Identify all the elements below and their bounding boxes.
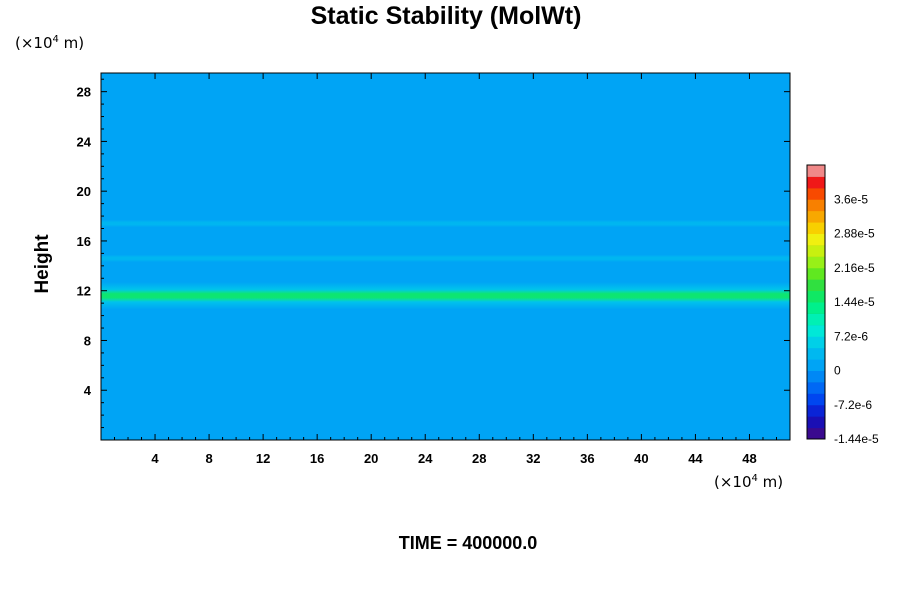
colorbar-swatch: [807, 416, 825, 429]
colorbar-label: 3.6e-5: [834, 192, 868, 206]
x-tick-label: 12: [256, 451, 270, 466]
heatmap-plot-area: [100, 72, 791, 441]
colorbar-swatch: [807, 233, 825, 246]
colorbar-swatch: [807, 290, 825, 303]
x-tick-label: 32: [526, 451, 540, 466]
colorbar-swatch: [807, 267, 825, 280]
y-unit-label: (×104 m): [15, 34, 84, 52]
colorbar-swatch: [807, 404, 825, 417]
colorbar-swatch: [807, 187, 825, 200]
x-tick-label: 28: [472, 451, 486, 466]
colorbar-swatch: [807, 302, 825, 314]
colorbar-label: 1.44e-5: [834, 295, 875, 309]
heatmap-band: [101, 254, 790, 263]
colorbar-label: -7.2e-6: [834, 398, 872, 412]
x-tick-label: 24: [418, 451, 433, 466]
colorbar-swatch: [807, 347, 825, 360]
heatmap-band: [101, 219, 790, 228]
colorbar-swatch: [807, 222, 825, 234]
y-tick-label: 20: [77, 184, 91, 199]
colorbar-frame: [806, 164, 826, 440]
heatmap-band: [101, 289, 790, 302]
y-tick-label: 28: [77, 85, 91, 100]
colorbar-swatch: [807, 199, 825, 212]
colorbar: 3.6e-5 2.88e-5 2.16e-5 1.44e-5 7.2e-6 0 -7.2e-…: [806, 164, 879, 446]
chart-title: Static Stability (MolWt): [311, 2, 582, 30]
y-axis-ticks: 4 8 12 16 20 24 28: [77, 78, 790, 429]
colorbar-swatch: [807, 244, 825, 257]
colorbar-swatch: [807, 370, 825, 383]
y-tick-label: 24: [77, 134, 92, 149]
x-tick-label: 8: [205, 451, 212, 466]
colorbar-swatch: [807, 393, 825, 406]
y-tick-label: 12: [77, 284, 91, 299]
colorbar-label: 2.16e-5: [834, 261, 875, 275]
colorbar-label: 7.2e-6: [834, 329, 868, 343]
colorbar-label: 2.88e-5: [834, 227, 875, 241]
colorbar-swatch: [807, 336, 825, 349]
time-label: TIME = 400000.0: [399, 533, 538, 553]
y-tick-label: 8: [84, 333, 91, 348]
x-tick-label: 48: [742, 451, 756, 466]
colorbar-swatch: [807, 381, 825, 394]
colorbar-swatch: [807, 210, 825, 223]
colorbar-swatch: [807, 313, 825, 326]
heatmap-field: [101, 191, 790, 310]
heatmap-band: [101, 191, 790, 197]
y-tick-label: 4: [84, 383, 92, 398]
colorbar-swatch: [807, 279, 825, 292]
x-tick-label: 40: [634, 451, 648, 466]
colorbar-swatch: [807, 165, 825, 177]
y-axis-label: Height: [32, 234, 53, 294]
x-tick-label: 20: [364, 451, 378, 466]
y-tick-label: 16: [77, 234, 91, 249]
plot-frame: [100, 72, 791, 441]
colorbar-label: -1.44e-5: [834, 432, 879, 446]
x-tick-label: 36: [580, 451, 594, 466]
colorbar-label: 0: [834, 364, 841, 378]
colorbar-swatch: [807, 256, 825, 269]
x-axis-ticks: 4 8 12 16 20 24 28 32 36 40 44 48: [114, 73, 777, 466]
colorbar-swatch: [807, 176, 825, 189]
colorbar-swatch: [807, 359, 825, 371]
x-tick-label: 44: [688, 451, 703, 466]
x-tick-label: 16: [310, 451, 324, 466]
x-tick-label: 4: [151, 451, 159, 466]
colorbar-swatch: [807, 324, 825, 337]
x-unit-label: (×104 m): [714, 473, 783, 491]
colorbar-swatch: [807, 427, 825, 440]
